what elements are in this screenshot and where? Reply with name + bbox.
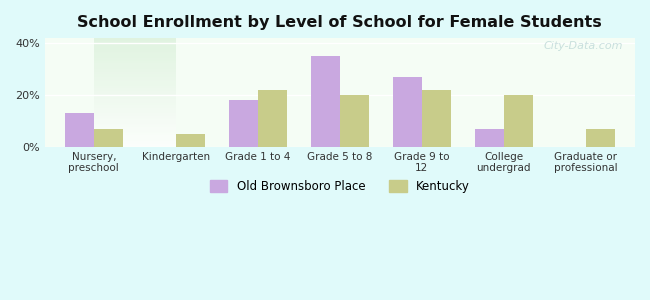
Bar [475,129,504,147]
Bar [393,77,422,147]
Title: School Enrollment by Level of School for Female Students: School Enrollment by Level of School for… [77,15,602,30]
Bar [311,56,340,147]
Bar [340,95,369,147]
Bar [229,100,258,147]
Legend: Old Brownsboro Place, Kentucky: Old Brownsboro Place, Kentucky [205,175,474,197]
Bar [258,90,287,147]
Bar [176,134,205,147]
Bar [65,113,94,147]
Bar [504,95,532,147]
Text: City-Data.com: City-Data.com [543,41,623,51]
Bar [586,129,614,147]
Bar [422,90,450,147]
Bar [94,129,122,147]
